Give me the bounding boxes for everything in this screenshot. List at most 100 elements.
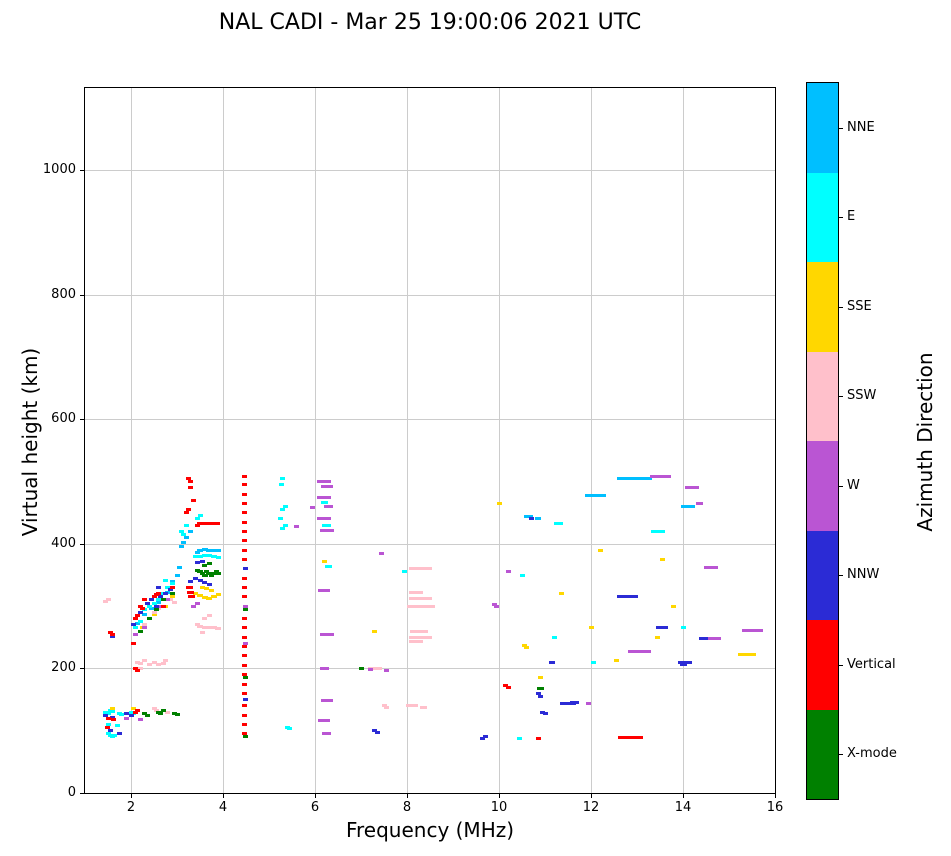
echo-point-sse [655,635,661,639]
echo-point-vertical [190,498,196,502]
colorbar-segment-nnw [807,530,838,620]
echo-point-vertical [242,645,248,649]
echo-point-x-mode [153,607,159,611]
echo-point-nnw [107,729,113,733]
x-tick-label: 2 [126,800,136,815]
echo-point-vertical [142,598,148,602]
echo-point-ssw [156,663,162,667]
y-tick-mark [80,294,84,296]
echo-point-nnw [110,634,116,638]
echo-point-ssw [202,617,208,621]
echo-point-vertical [188,480,194,484]
echo-point-nnw [144,601,150,605]
echo-point-e [325,565,333,569]
echo-point-sse [524,645,530,649]
echo-point-nnw [679,662,687,666]
echo-point-e [680,626,686,630]
echo-point-x-mode [242,607,248,611]
echo-point-e [287,727,293,731]
gridline-x [683,88,684,793]
echo-point-e [519,573,525,577]
echo-point-x-mode [137,629,143,633]
echo-point-nne [181,541,187,545]
echo-point-x-mode [160,709,166,713]
echo-point-nne [215,549,221,553]
echo-point-x-mode [358,666,364,670]
echo-point-nnw [560,702,576,706]
echo-point-e [169,582,175,586]
gridline-y [85,419,775,421]
echo-point-sse [210,595,217,599]
echo-point-vertical [187,590,195,594]
x-tick-mark [775,794,776,798]
echo-point-sse [738,653,757,657]
echo-point-nne [174,573,180,577]
echo-point-nnw [548,660,555,664]
echo-point-sse [215,593,221,597]
echo-point-sse [597,548,603,552]
echo-point-sse [321,559,327,563]
echo-point-e [215,556,221,560]
echo-point-x-mode [158,711,164,715]
echo-point-w [317,480,332,484]
echo-point-w [700,637,722,641]
echo-point-vertical [111,718,117,721]
echo-point-ssw [172,600,178,604]
echo-point-sse [613,659,619,663]
echo-point-vertical [242,654,248,658]
echo-point-x-mode [209,573,214,577]
echo-point-vertical [242,635,248,639]
echo-point-x-mode [197,570,203,574]
echo-point-nnw [195,561,201,565]
y-tick-label: 800 [51,286,76,302]
echo-point-vertical [206,521,213,525]
echo-point-x-mode [536,686,544,690]
echo-point-vertical [242,673,248,677]
x-tick-mark [683,794,684,798]
echo-point-nne [188,529,194,533]
echo-point-e [590,660,596,664]
echo-point-w [123,716,129,720]
echo-point-x-mode [201,573,208,577]
echo-point-sse [192,592,198,596]
echo-point-ssw [409,597,433,601]
echo-point-ssw [405,704,418,708]
echo-point-nnw [678,660,693,664]
echo-point-vertical [242,557,248,561]
echo-point-x-mode [174,713,180,717]
y-tick-mark [80,419,84,421]
echo-point-w [685,486,700,490]
x-tick-label: 4 [218,800,228,815]
echo-point-nnw [202,580,208,584]
echo-point-e [146,604,152,608]
echo-point-ssw [409,629,428,633]
colorbar-tick-mark [839,485,843,487]
echo-point-w [242,604,248,608]
echo-point-w [379,551,385,555]
echo-point-sse [130,707,136,711]
echo-point-nne [195,551,201,555]
chart-title: NAL CADI - Mar 25 19:00:06 2021 UTC [218,10,642,35]
echo-point-x-mode [146,617,152,621]
echo-point-vertical [133,617,139,621]
echo-point-nne [585,493,607,497]
echo-point-vertical [156,591,162,595]
echo-point-w [318,718,331,722]
echo-point-ssw [409,590,424,594]
echo-point-nnw [153,604,159,608]
echo-point-ssw [206,614,212,617]
echo-point-vertical [242,663,248,667]
echo-point-nne [206,548,213,552]
echo-point-vertical [153,593,159,597]
echo-point-ssw [153,708,159,712]
colorbar-tick-label: SSE [847,298,872,314]
x-tick-mark [315,794,316,798]
echo-point-sse [206,597,213,601]
echo-point-vertical [135,614,141,617]
echo-point-vertical [110,632,116,636]
echo-point-e [322,523,331,527]
y-tick-mark [80,793,84,794]
echo-point-sse [169,594,175,598]
colorbar-tick-mark [839,664,843,666]
echo-point-ssw [163,659,168,663]
